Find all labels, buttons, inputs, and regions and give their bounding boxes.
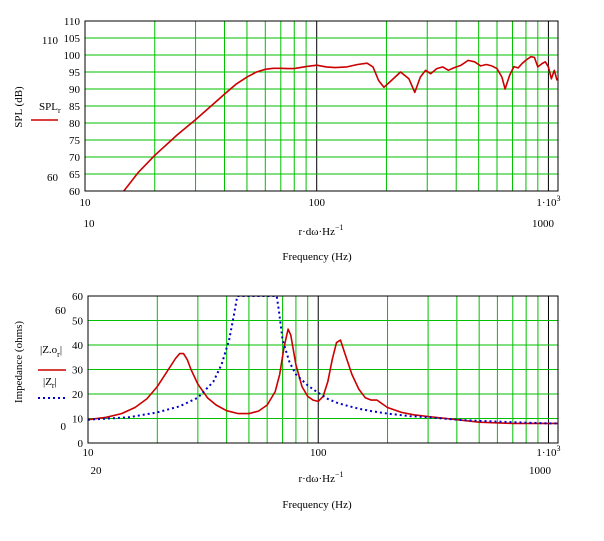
spl-plot: SPL (dB) 110 60 SPLr 60 65 70 75 80 85 90 95 100…: [13, 16, 560, 263]
spl-x-axis-expression: r·dω·Hz−1: [298, 223, 343, 238]
spl-x-tick-label: 10: [80, 197, 92, 209]
impedance-y-tick-label: 0: [78, 438, 84, 450]
spl-y-axis-label: SPL (dB): [13, 86, 25, 128]
impedance-y-lower-limit-label: 0: [61, 421, 67, 433]
impedance-y-tick-label: 20: [72, 389, 84, 401]
impedance-x-axis-label: Frequency (Hz): [282, 499, 352, 511]
impedance-y-tick-label: 40: [72, 340, 84, 352]
impedance-y-tick-label: 60: [72, 291, 84, 303]
impedance-y-upper-limit-label: 60: [55, 305, 67, 317]
impedance-series-line-1: [88, 296, 558, 425]
spl-x-tick-label: 100: [308, 197, 325, 209]
impedance-plot-frame: [87, 295, 559, 444]
spl-y-tick-label: 80: [69, 118, 81, 130]
spl-x-axis-label: Frequency (Hz): [282, 251, 352, 263]
impedance-x-lower-limit-label: 20: [91, 465, 103, 477]
impedance-x-tick-labels: 10 100 1·103: [83, 444, 561, 459]
impedance-legend-label-z: |Zr|: [43, 376, 57, 390]
impedance-y-axis-label: Impedance (ohms): [13, 321, 25, 403]
spl-y-tick-label: 95: [69, 67, 81, 79]
impedance-y-tick-labels: 0 10 20 30 40 50 60: [72, 291, 84, 450]
impedance-legend: |Z.or| |Zr|: [38, 344, 66, 399]
impedance-y-tick-label: 30: [72, 365, 84, 377]
spl-series-line-0: [123, 55, 558, 191]
spl-x-tick-label: 1·103: [536, 194, 560, 209]
impedance-plot: Impedance (ohms) 60 0 |Z.or| |Zr| 010203…: [13, 291, 561, 511]
spl-x-lower-limit-label: 10: [84, 218, 96, 230]
spl-legend-label: SPLr: [39, 101, 61, 115]
spl-y-tick-label: 65: [69, 169, 81, 181]
impedance-legend-label-zs: |Z.or|: [40, 344, 62, 359]
spl-y-tick-label: 110: [64, 16, 81, 28]
spl-y-lower-limit-label: 60: [47, 172, 59, 184]
impedance-x-tick-label: 100: [310, 447, 327, 459]
spl-y-tick-label: 100: [64, 50, 81, 62]
spl-y-tick-label: 70: [69, 152, 81, 164]
spl-x-upper-limit-label: 1000: [532, 218, 555, 230]
spl-x-tick-labels: 10 100 1·103: [80, 194, 561, 209]
spl-y-upper-limit-label: 110: [42, 35, 59, 47]
spl-legend: SPLr: [31, 101, 61, 121]
impedance-grid: [88, 296, 558, 443]
impedance-x-upper-limit-label: 1000: [529, 465, 552, 477]
impedance-x-axis-expression: r·dω·Hz−1: [298, 470, 343, 485]
spl-y-tick-label: 60: [69, 186, 81, 198]
spl-y-tick-label: 75: [69, 135, 81, 147]
spl-series-layer: [123, 55, 558, 191]
impedance-x-tick-label: 1·103: [536, 444, 560, 459]
impedance-series-line-0: [88, 328, 558, 425]
spl-y-tick-label: 85: [69, 101, 81, 113]
impedance-series-layer: [88, 296, 558, 425]
spl-y-tick-label: 105: [64, 33, 81, 45]
impedance-y-tick-label: 10: [72, 414, 84, 426]
spl-y-tick-label: 90: [69, 84, 81, 96]
impedance-y-tick-label: 50: [72, 316, 84, 328]
spl-plot-frame: [84, 20, 559, 192]
spl-grid: [85, 21, 558, 191]
spl-y-tick-labels: 60 65 70 75 80 85 90 95 100 105 110: [64, 16, 81, 198]
impedance-x-tick-label: 10: [83, 447, 95, 459]
